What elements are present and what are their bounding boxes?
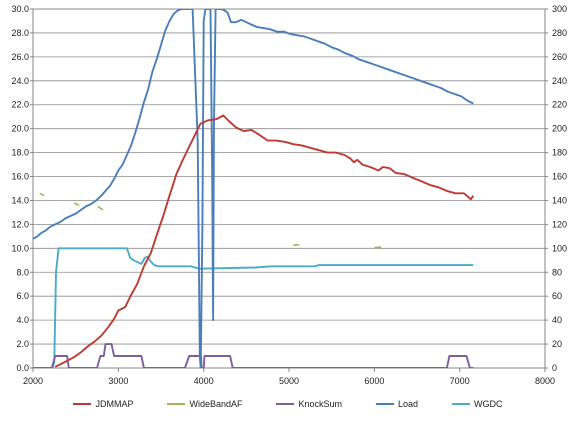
legend-swatch [73, 403, 92, 405]
legend-swatch [167, 403, 186, 405]
right-axis-tick-label: 40 [552, 315, 562, 325]
right-axis-tick-label: 100 [552, 243, 567, 253]
left-axis-tick-label: 4.0 [16, 315, 29, 325]
x-axis-tick-label: 8000 [535, 376, 555, 386]
legend-swatch [276, 403, 295, 405]
left-axis-tick-label: 6.0 [16, 291, 29, 301]
series-widebandaf-segment [73, 202, 80, 207]
series-widebandaf-segment [374, 246, 382, 249]
right-axis-tick-label: 60 [552, 291, 562, 301]
legend-label: KnockSum [298, 399, 343, 409]
chart-legend: JDMMAP WideBandAF KnockSum Load WGDC [0, 396, 576, 412]
x-axis-tick-label: 4000 [194, 376, 214, 386]
right-axis-tick-label: 0 [552, 363, 557, 373]
left-axis-tick-label: 28.0 [11, 28, 29, 38]
legend-label: Load [398, 399, 419, 409]
legend-swatch [376, 403, 395, 405]
right-axis-tick-label: 20 [552, 339, 562, 349]
left-axis-tick-label: 12.0 [11, 219, 29, 229]
legend-item-jdmmap: JDMMAP [73, 396, 133, 412]
right-axis-tick-label: 220 [552, 100, 567, 110]
series-load-line [33, 9, 474, 368]
right-axis-tick-label: 200 [552, 124, 567, 134]
x-axis-tick-label: 2000 [23, 376, 43, 386]
left-axis-tick-label: 14.0 [11, 195, 29, 205]
series-widebandaf-segment [39, 192, 45, 197]
left-axis-tick-label: 16.0 [11, 172, 29, 182]
series-widebandaf-segment [97, 205, 104, 211]
x-axis-tick-label: 6000 [364, 376, 384, 386]
x-axis-tick-label: 7000 [450, 376, 470, 386]
series-jdmmap-line [54, 114, 475, 368]
right-axis-tick-label: 180 [552, 148, 567, 158]
right-axis-tick-label: 80 [552, 267, 562, 277]
right-axis-tick-label: 120 [552, 219, 567, 229]
legend-item-wgdc: WGDC [452, 396, 503, 412]
right-axis-tick-label: 260 [552, 52, 567, 62]
left-axis-tick-label: 24.0 [11, 76, 29, 86]
legend-item-knocksum: KnockSum [276, 396, 342, 412]
x-axis-tick-label: 5000 [279, 376, 299, 386]
right-axis-tick-label: 280 [552, 28, 567, 38]
series-wgdc-line [33, 247, 474, 368]
x-axis-tick-label: 3000 [108, 376, 128, 386]
right-axis-tick-label: 240 [552, 76, 567, 86]
left-axis-tick-label: 18.0 [11, 148, 29, 158]
left-axis-tick-label: 20.0 [11, 124, 29, 134]
right-axis-tick-label: 160 [552, 172, 567, 182]
legend-label: JDMMAP [95, 399, 134, 409]
left-axis-tick-label: 2.0 [16, 339, 29, 349]
series-widebandaf-segment [293, 243, 300, 247]
left-axis-tick-label: 10.0 [11, 243, 29, 253]
right-axis-tick-label: 140 [552, 195, 567, 205]
right-axis-tick-label: 300 [552, 4, 567, 14]
series-knocksum-line [33, 343, 474, 368]
left-axis-tick-label: 0.0 [16, 363, 29, 373]
left-axis-tick-label: 26.0 [11, 52, 29, 62]
legend-swatch [452, 403, 471, 405]
left-axis-tick-label: 30.0 [11, 4, 29, 14]
left-axis-tick-label: 22.0 [11, 100, 29, 110]
left-axis-tick-label: 8.0 [16, 267, 29, 277]
plot-area [32, 8, 546, 369]
legend-label: WideBandAF [189, 399, 243, 409]
legend-item-load: Load [376, 396, 418, 412]
legend-item-widebandaf: WideBandAF [167, 396, 242, 412]
legend-label: WGDC [474, 399, 503, 409]
